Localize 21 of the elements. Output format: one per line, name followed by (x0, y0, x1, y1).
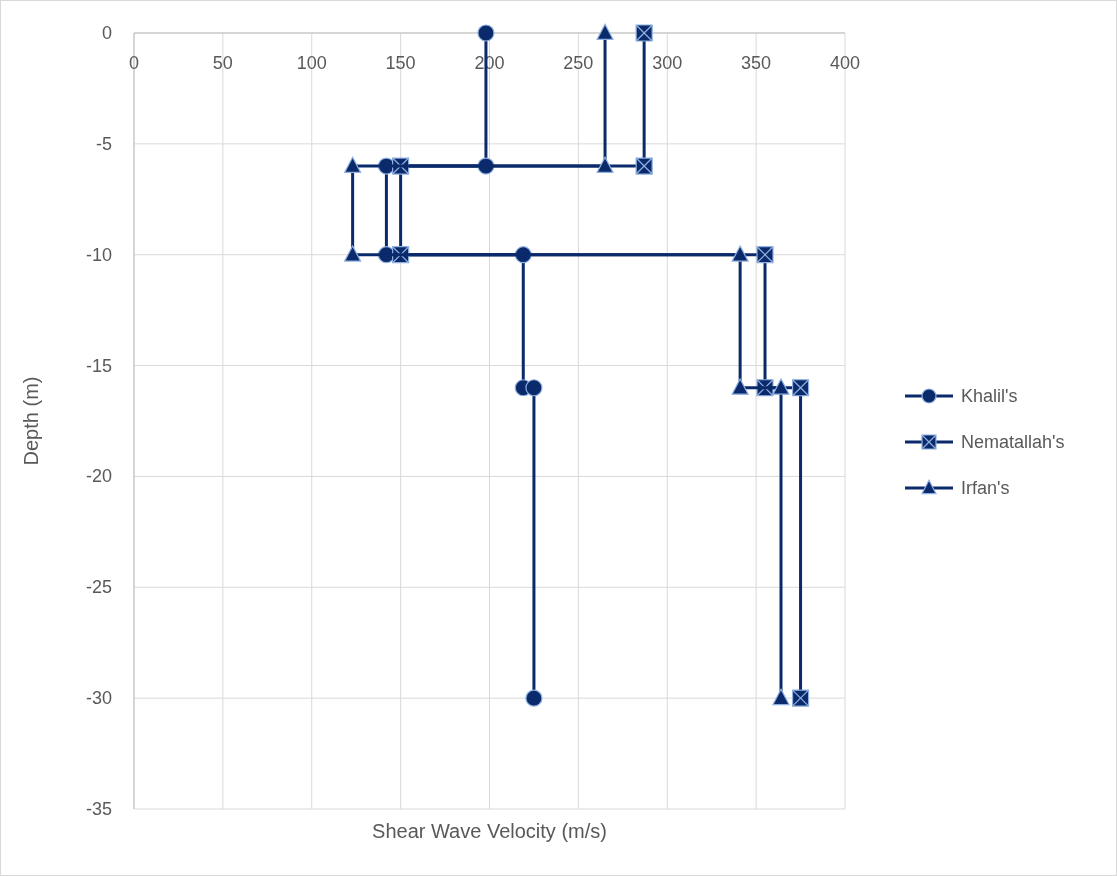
y-tick-label: -35 (85, 799, 112, 819)
x-tick-label: 300 (652, 53, 683, 73)
legend-label: Nematallah's (961, 432, 1065, 452)
x-tick-label: 350 (741, 53, 772, 73)
y-tick-label: -10 (85, 244, 112, 265)
x-axis-title: Shear Wave Velocity (m/s) (372, 820, 607, 842)
x-tick-label: 50 (212, 53, 233, 73)
x-tick-label: 250 (563, 53, 594, 73)
legend-label: Khalil's (961, 386, 1018, 406)
y-tick-label: -5 (95, 133, 112, 154)
x-tick-label: 150 (385, 53, 416, 73)
y-tick-label: 0 (101, 23, 112, 43)
y-tick-label: -25 (85, 577, 112, 598)
x-tick-label: 100 (296, 53, 327, 73)
y-axis-title: Depth (m) (20, 376, 42, 466)
y-tick-label: -20 (85, 466, 112, 487)
x-tick-label: 400 (829, 53, 861, 73)
y-tick-label: -15 (85, 355, 112, 376)
legend-label: Irfan's (961, 478, 1010, 498)
y-tick-label: -30 (85, 688, 112, 709)
x-tick-label: 0 (128, 53, 140, 73)
